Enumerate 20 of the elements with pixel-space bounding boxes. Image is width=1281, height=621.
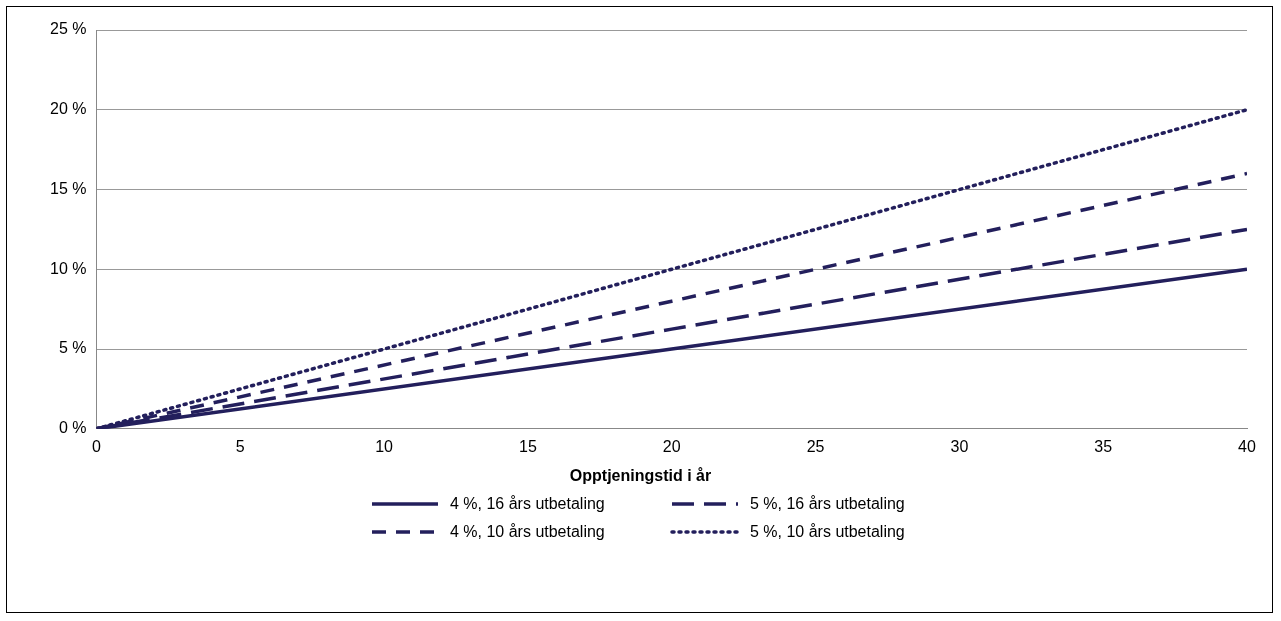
x-axis-title: Opptjeningstid i år [568,467,713,485]
y-tick-label: 0 % [58,419,87,437]
y-tick-label: 5 % [58,339,87,357]
x-tick-label: 40 [1238,437,1256,455]
x-tick-label: 25 [806,437,825,455]
x-tick-label: 35 [1094,437,1113,455]
x-tick-label: 30 [950,437,969,455]
legend-label: 5 %, 16 års utbetaling [750,495,905,513]
x-tick-label: 5 [235,437,245,455]
x-tick-label: 0 [92,437,102,455]
legend-label: 4 %, 10 års utbetaling [450,523,605,541]
x-tick-label: 10 [375,437,394,455]
y-tick-label: 15 % [50,179,87,197]
y-tick-label: 25 % [50,20,87,38]
legend-label: 5 %, 10 års utbetaling [750,523,905,541]
y-tick-label: 20 % [50,100,87,118]
x-tick-label: 20 [662,437,681,455]
legend-label: 4 %, 16 års utbetaling [450,495,605,513]
x-tick-label: 15 [519,437,537,455]
y-tick-label: 10 % [50,259,87,277]
